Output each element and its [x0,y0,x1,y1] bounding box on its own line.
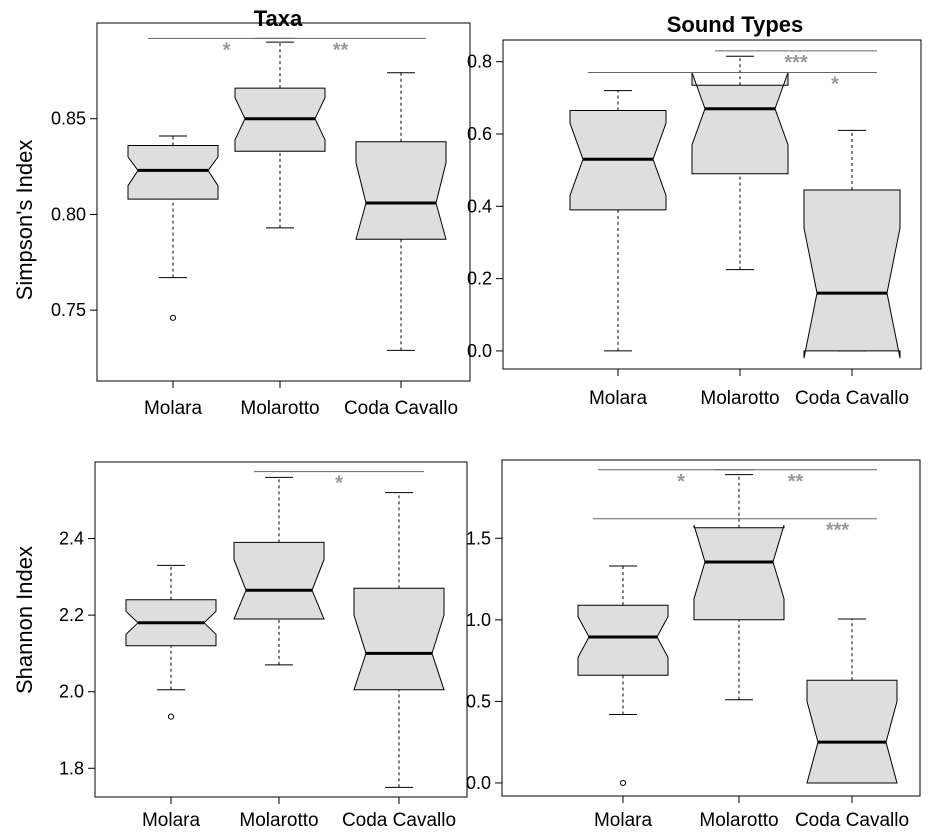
x-category-label: Molarotto [699,810,778,831]
x-category-label: Coda Cavallo [795,810,909,831]
y-tick-label: 0.5 [466,691,491,711]
column-title-taxa: Taxa [254,6,303,31]
y-tick-label: 2.4 [59,529,84,549]
significance-label: * [831,74,839,96]
x-category-label: Molara [144,398,203,419]
significance-label: ** [333,39,349,61]
x-category-label: Molara [142,810,201,831]
significance-label: * [223,39,231,61]
y-tick-label: 0.6 [467,124,492,144]
y-tick-label: 0.2 [467,269,492,289]
box [355,141,447,240]
box [806,679,898,784]
outlier-point [619,779,627,787]
y-tick-label: 0.80 [51,204,86,224]
box [691,72,789,175]
ylabel-simpson: Simpson's Index [12,140,37,301]
panel-3: 1.8 2.0 2.2 2.4 Molara Molarotto Coda Cavallo * [59,461,468,831]
panel-1: 0.75 0.80 0.85 Molara Molarotto Coda Cavallo *… [51,22,471,419]
plot-frame [94,461,468,798]
column-title-sound-types: Sound Types [667,12,804,37]
plot-frame [502,39,922,370]
significance-label: * [677,471,685,493]
outlier-point [167,713,175,720]
y-tick-label: 0.4 [467,196,492,216]
x-category-label: Molarotto [240,398,319,419]
y-tick-label: 2.2 [59,605,84,625]
y-tick-label: 1.5 [466,528,491,548]
significance-label: *** [784,52,808,74]
x-category-label: Coda Cavallo [342,810,456,831]
y-tick-label: 1.8 [59,758,84,778]
outlier-point [169,314,177,321]
box [693,525,785,621]
y-tick-label: 1.0 [466,610,491,630]
x-category-label: Molarotto [239,810,318,831]
significance-label: *** [826,520,850,542]
y-tick-label: 0.75 [51,300,86,320]
box [127,145,219,200]
box [803,189,901,359]
ylabel-shannon: Shannon Index [12,546,37,694]
x-category-label: Molara [594,810,653,831]
x-category-label: Molarotto [700,388,779,409]
panel-4: 0.0 0.5 1.0 1.5 Molara Molarotto Coda Cavallo *… [466,459,921,831]
y-tick-label: 0.8 [467,52,492,72]
significance-label: * [335,473,343,495]
y-tick-label: 0.85 [51,109,86,129]
y-tick-label: 0.0 [466,773,491,793]
x-category-label: Coda Cavallo [795,388,909,409]
panel-2: 0.0 0.2 0.4 0.6 0.8 Molara Molarotto Coda Caval… [467,39,922,409]
x-category-label: Coda Cavallo [344,398,458,419]
y-tick-label: 0.0 [467,341,492,361]
box [577,604,669,676]
box [353,587,445,691]
box [233,541,325,620]
y-tick-label: 2.0 [59,682,84,702]
significance-label: ** [788,471,804,493]
plot-frame [96,22,471,382]
x-category-label: Molara [589,388,648,409]
plot-frame [501,459,921,797]
